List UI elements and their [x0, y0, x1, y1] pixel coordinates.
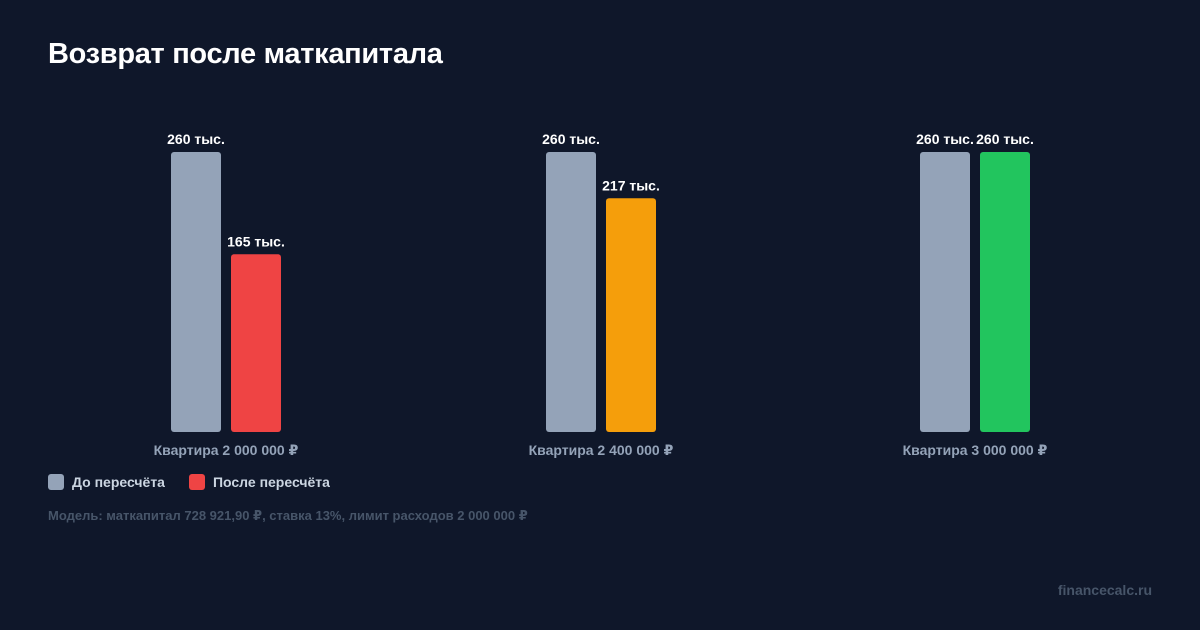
legend-swatch-before: [48, 474, 64, 490]
bar-value-label-before-2: 260 тыс.: [542, 131, 600, 147]
legend-label-after: После пересчёта: [212, 474, 330, 490]
bar-value-label-before-1: 260 тыс.: [167, 131, 225, 147]
bar-before-3: [920, 152, 970, 432]
legend-item-before: До пересчёта: [48, 474, 165, 490]
category-label-3: Квартира 3 000 000 ₽: [903, 442, 1048, 458]
bar-after-1: [231, 254, 281, 432]
legend-item-after: После пересчёта: [188, 474, 330, 490]
category-label-1: Квартира 2 000 000 ₽: [154, 442, 299, 458]
bar-value-label-after-1: 165 тыс.: [227, 233, 285, 249]
legend-label-before: До пересчёта: [72, 474, 165, 490]
bar-after-3: [980, 152, 1030, 432]
bar-value-label-after-3: 260 тыс.: [976, 131, 1034, 147]
bar-value-label-after-2: 217 тыс.: [602, 177, 660, 193]
legend-swatch-after: [188, 474, 205, 490]
bar-before-2: [546, 152, 596, 432]
model-note: Модель: маткапитал 728 921,90 ₽, ставка …: [48, 508, 528, 523]
brand-watermark: financecalc.ru: [1057, 582, 1152, 598]
bar-before-1: [171, 152, 221, 432]
bar-value-label-before-3: 260 тыс.: [916, 131, 974, 147]
bar-chart: 260 тыс. 165 тыс. Квартира 2 000 000 ₽ 260 …: [154, 131, 1048, 458]
bar-after-2: [606, 198, 656, 432]
category-label-2: Квартира 2 400 000 ₽: [529, 442, 674, 458]
legend: До пересчёта После пересчёта: [48, 474, 354, 490]
chart-title: Возврат после маткапитала: [48, 38, 443, 70]
